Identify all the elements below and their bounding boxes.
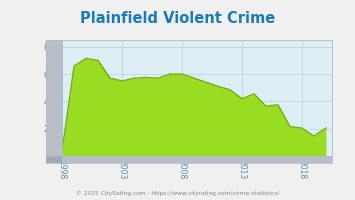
Text: © 2025 CityRating.com - https://www.cityrating.com/crime-statistics/: © 2025 CityRating.com - https://www.city… [76,190,279,196]
Text: Plainfield Violent Crime: Plainfield Violent Crime [80,11,275,26]
